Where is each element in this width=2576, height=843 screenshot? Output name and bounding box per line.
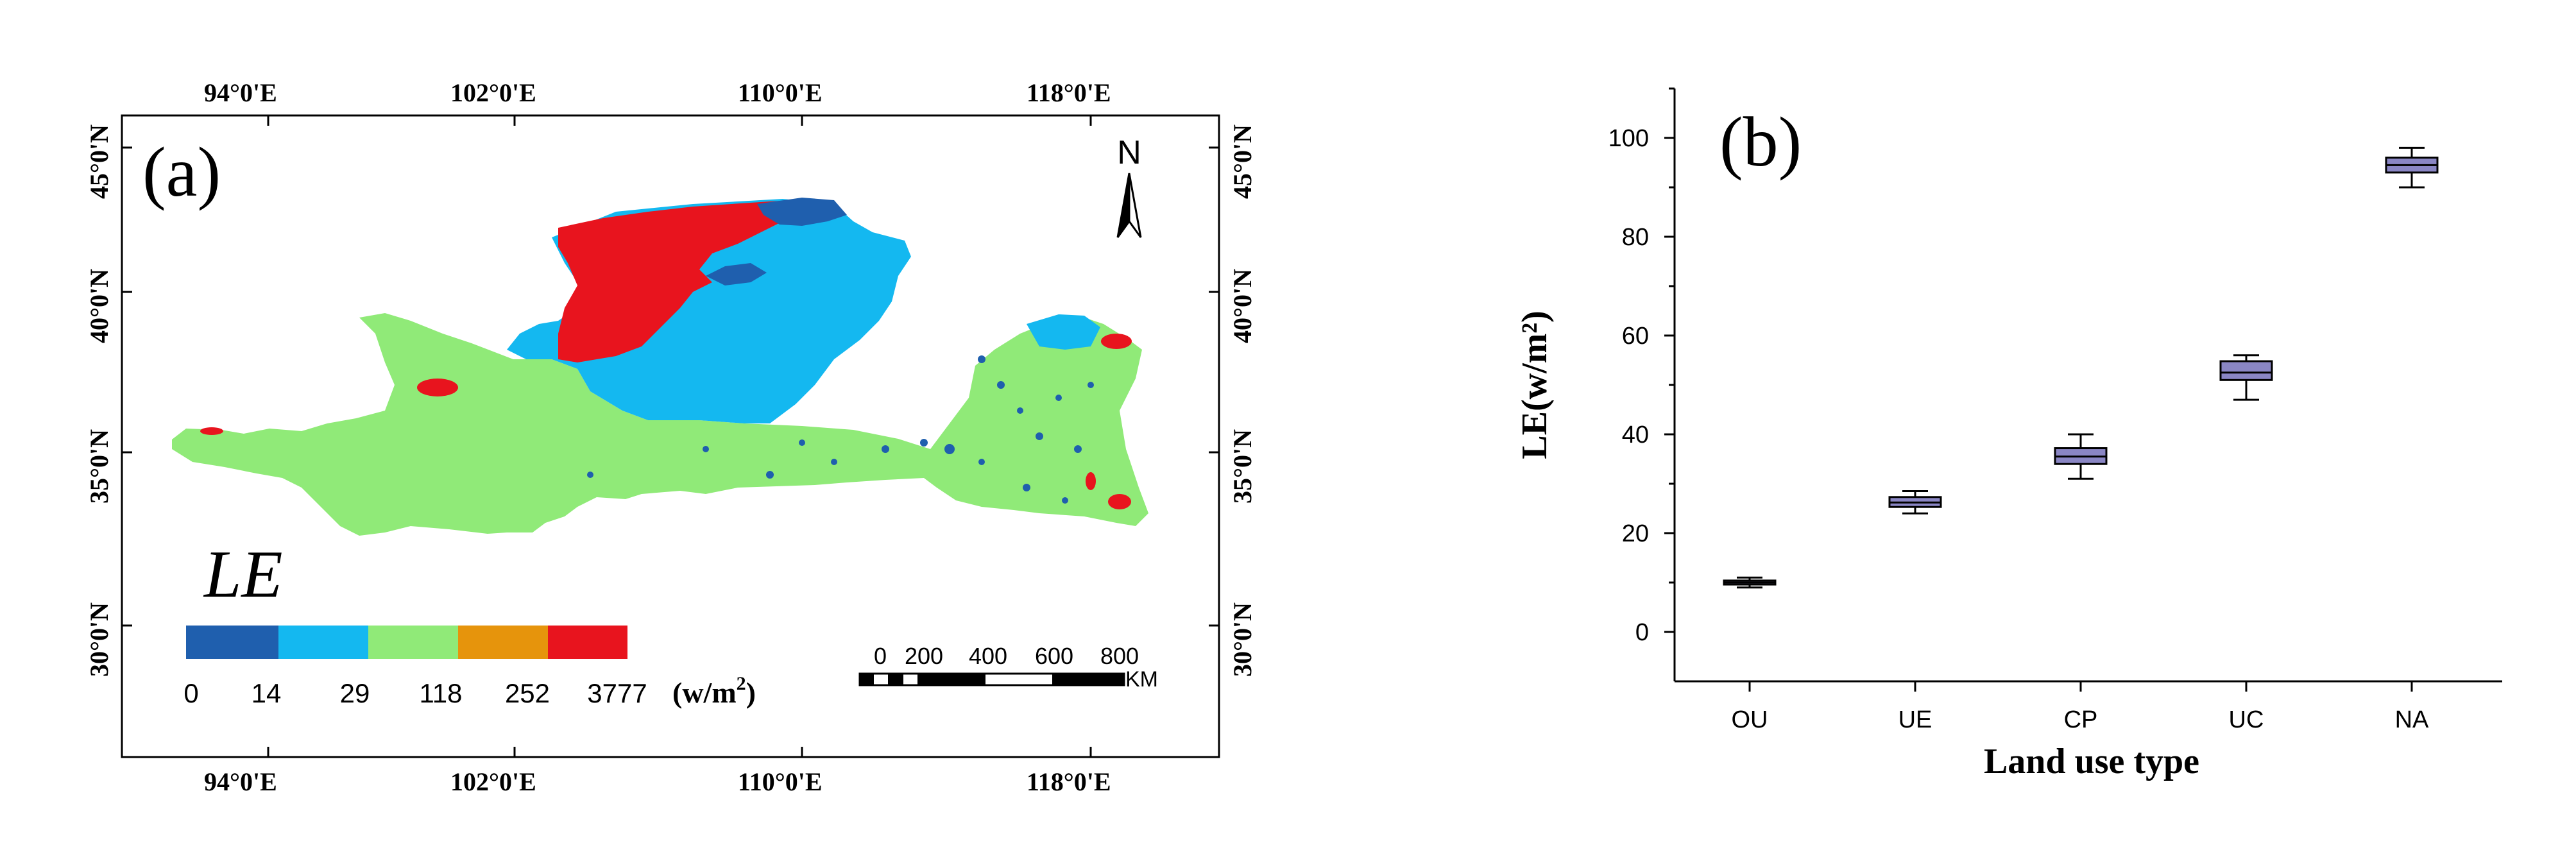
north-arrow-icon: N: [1116, 134, 1142, 238]
panel-label-b: (b): [1719, 103, 1802, 181]
scale-tick: 400: [969, 643, 1007, 669]
boxes: [1723, 146, 2439, 589]
scale-tick: 200: [905, 643, 943, 669]
x-tick-label: CP: [2064, 706, 2098, 733]
y-ticks: 0 20 40 60 80 100: [1608, 87, 1675, 646]
y-axis-title: LE(w/m²): [1515, 311, 1555, 459]
legend-swatch-0: [186, 626, 278, 659]
boxplot-panel: 0 20 40 60 80 100 OU UE CP UC NA (b) Land use typ…: [1515, 87, 2502, 781]
legend-break: 14: [252, 678, 282, 708]
region-red-spot-southeast-2: [1086, 472, 1096, 490]
y-tick-label: 20: [1622, 520, 1649, 547]
legend-break: 3777: [587, 678, 647, 708]
region-darkblue-speckles: [587, 355, 1094, 504]
region-red-spot-west: [200, 427, 223, 435]
legend-break: 29: [340, 678, 370, 708]
lon-label: 94°0'E: [204, 767, 277, 796]
lat-label: 40°0'N: [85, 269, 114, 343]
map-lon-top: 94°0'E 102°0'E 110°0'E 118°0'E: [204, 78, 1111, 107]
y-tick-label: 0: [1635, 619, 1649, 646]
lat-label: 35°0'N: [85, 429, 114, 504]
lon-label: 110°0'E: [738, 767, 823, 796]
map-lat-left: 45°0'N 40°0'N 35°0'N 30°0'N: [85, 124, 114, 677]
x-tick-label: OU: [1732, 706, 1768, 733]
map-frame-ticks: [122, 115, 1219, 757]
map-lat-right: 45°0'N 40°0'N 35°0'N 30°0'N: [1228, 124, 1257, 677]
region-darkblue-north: [757, 198, 847, 226]
region-darkblue-river: [706, 263, 767, 285]
legend-break: 118: [420, 678, 463, 708]
y-tick-label: 100: [1608, 125, 1649, 152]
scale-tick: 800: [1100, 643, 1139, 669]
scale-tick: 0: [874, 643, 887, 669]
legend-swatch-4: [548, 626, 627, 659]
lat-label: 45°0'N: [85, 124, 114, 199]
legend-swatch-3: [458, 626, 548, 659]
map-legend: 0 14 29 118 252 3777 (w/m2): [183, 626, 756, 709]
lon-label: 102°0'E: [450, 767, 536, 796]
legend-swatch-1: [278, 626, 368, 659]
legend-break: 252: [505, 678, 550, 708]
legend-unit-text: (w/m: [672, 676, 737, 709]
y-tick-label: 60: [1622, 323, 1649, 350]
map-regions: [172, 198, 1148, 536]
region-lightblue-east: [1027, 314, 1100, 350]
scale-unit: KM: [1125, 667, 1158, 692]
lat-label: 45°0'N: [1228, 124, 1257, 199]
variable-label: LE: [203, 536, 283, 611]
legend-unit-sup: 2: [737, 673, 746, 694]
x-tick-label: NA: [2395, 706, 2429, 733]
region-red-spot: [417, 379, 458, 396]
lat-label: 30°0'N: [85, 602, 114, 677]
region-red-spot-southeast: [1108, 494, 1131, 509]
lat-label: 40°0'N: [1228, 269, 1257, 343]
lon-label: 94°0'E: [204, 78, 277, 107]
lat-label: 35°0'N: [1228, 429, 1257, 504]
legend-break: 0: [183, 678, 198, 708]
scale-tick: 600: [1035, 643, 1073, 669]
scale-bar: 0 200 400 600 800 KM: [858, 643, 1158, 692]
legend-unit-close: ): [746, 676, 756, 709]
x-tick-label: UC: [2229, 706, 2264, 733]
x-ticks: OU UE CP UC NA: [1732, 681, 2429, 733]
x-tick-label: UE: [1898, 706, 1932, 733]
lon-label: 118°0'E: [1027, 78, 1111, 107]
map-lon-bottom: 94°0'E 102°0'E 110°0'E 118°0'E: [204, 767, 1111, 796]
box-UC: [2219, 360, 2273, 381]
north-label: N: [1117, 134, 1141, 171]
lon-label: 118°0'E: [1027, 767, 1111, 796]
lon-label: 102°0'E: [450, 78, 536, 107]
map-panel: 94°0'E 102°0'E 110°0'E 118°0'E 94°0'E 10…: [85, 78, 1257, 796]
panel-label-a: (a): [142, 133, 221, 211]
region-green: [172, 313, 1148, 536]
x-axis-title: Land use type: [1984, 742, 2199, 781]
y-tick-label: 80: [1622, 224, 1649, 251]
region-red-spot-coast: [1101, 334, 1132, 349]
lon-label: 110°0'E: [738, 78, 823, 107]
legend-swatch-2: [368, 626, 458, 659]
y-tick-label: 40: [1622, 422, 1649, 448]
lat-label: 30°0'N: [1228, 602, 1257, 677]
legend-unit: (w/m2): [672, 673, 756, 709]
region-red: [558, 200, 796, 362]
